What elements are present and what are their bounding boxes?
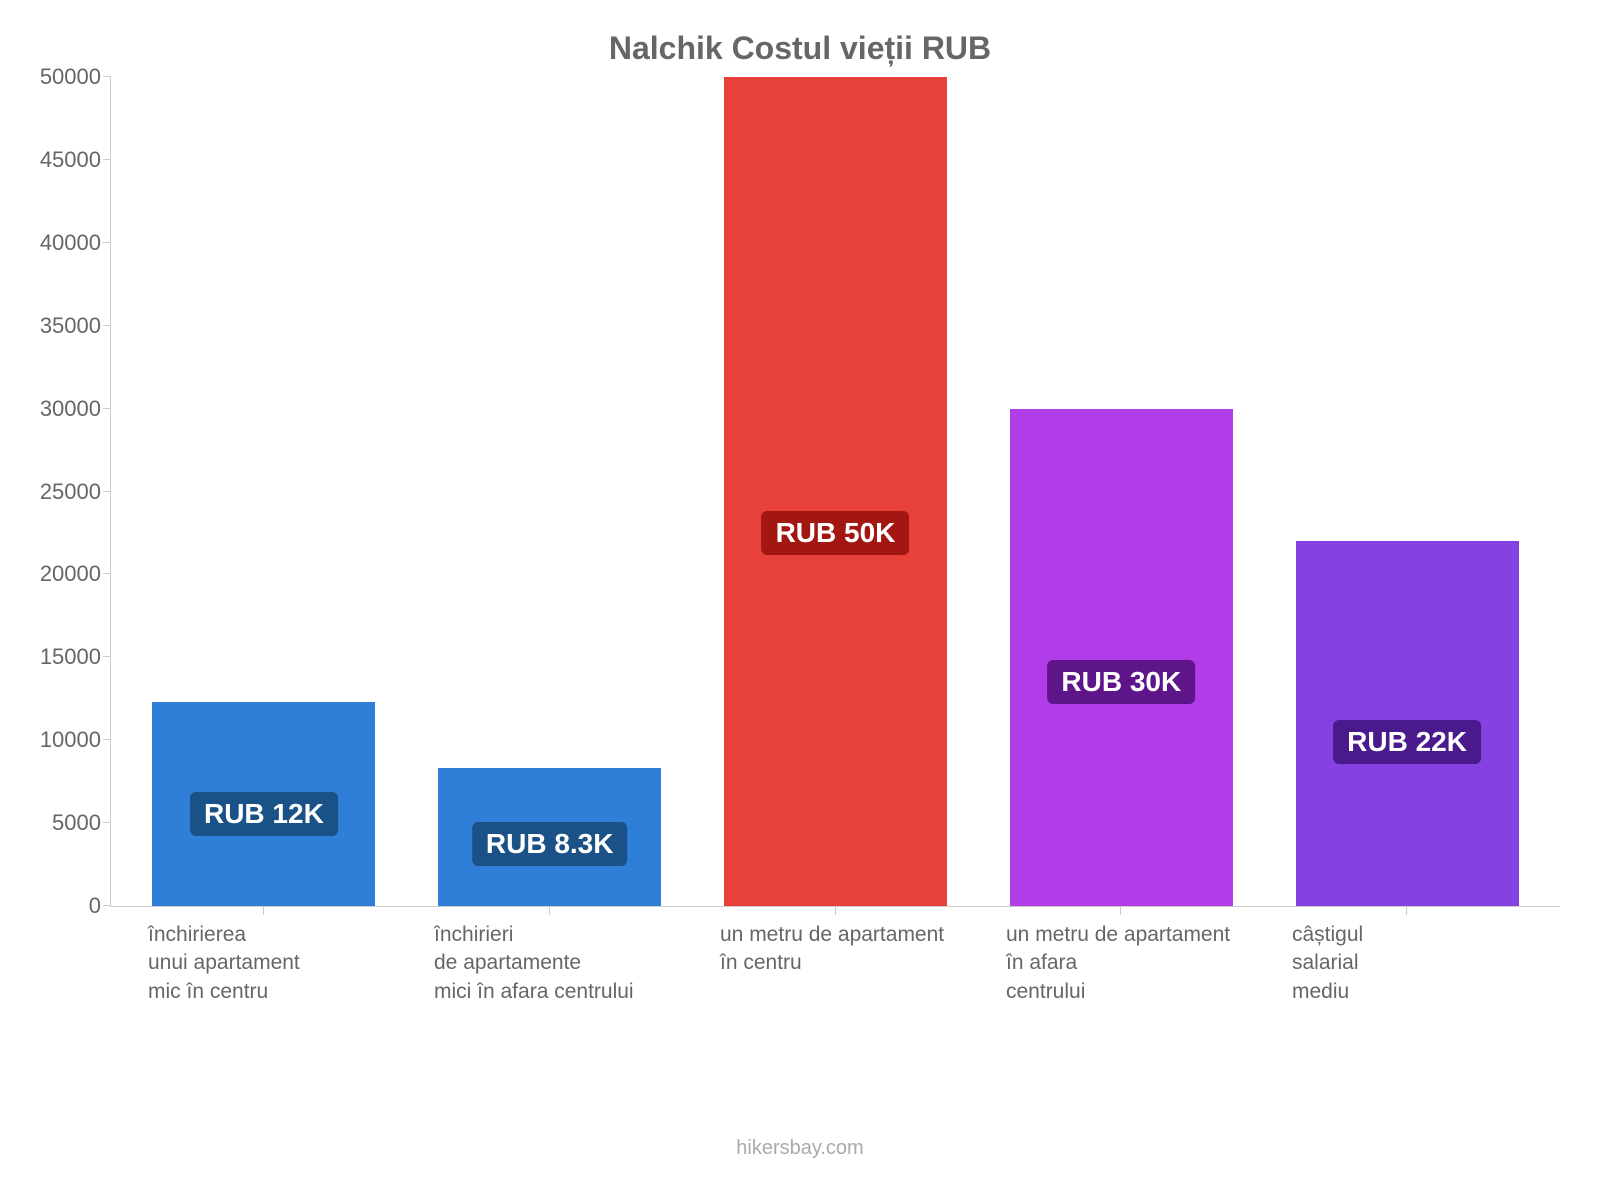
y-tick-label: 40000 [21, 230, 101, 256]
x-tick-mark [1120, 907, 1121, 915]
bar-slot: RUB 30K [978, 77, 1264, 906]
bar: RUB 50K [724, 77, 947, 906]
value-badge: RUB 50K [762, 511, 910, 555]
bar-slot: RUB 12K [121, 77, 407, 906]
y-tick-label: 15000 [21, 644, 101, 670]
bar-slot: RUB 8.3K [407, 77, 693, 906]
x-label-text: închirieri de apartamente mici în afara … [434, 921, 634, 1006]
x-label: închirierea unui apartament mic în centr… [120, 921, 406, 1006]
x-tick-mark [1406, 907, 1407, 915]
y-tick-mark [103, 656, 111, 657]
y-tick-mark [103, 408, 111, 409]
x-label-text: un metru de apartament în centru [720, 921, 944, 1006]
y-tick-mark [103, 573, 111, 574]
y-tick-mark [103, 325, 111, 326]
y-tick-mark [103, 905, 111, 906]
attribution-text: hikersbay.com [0, 1137, 1600, 1160]
y-tick-label: 0 [21, 893, 101, 919]
y-tick-label: 35000 [21, 313, 101, 339]
x-label-text: un metru de apartament în afara centrulu… [1006, 921, 1230, 1006]
y-tick-label: 10000 [21, 727, 101, 753]
bar: RUB 8.3K [438, 768, 661, 906]
bars-container: RUB 12K RUB 8.3K RUB 50K RUB 30K RUB 22K [111, 77, 1560, 906]
y-tick-mark [103, 76, 111, 77]
plot-area: RUB 12KRUB 8.3KRUB 50KRUB 30KRUB 22K 050… [110, 77, 1560, 907]
value-badge: RUB 22K [1333, 720, 1481, 764]
bar-slot: RUB 50K [693, 77, 979, 906]
x-label: închirieri de apartamente mici în afara … [406, 921, 692, 1006]
value-badge: RUB 8.3K [472, 822, 628, 866]
y-tick-label: 45000 [21, 147, 101, 173]
x-tick-mark [263, 907, 264, 915]
y-tick-mark [103, 242, 111, 243]
x-label: câștigul salarial mediu [1264, 921, 1550, 1006]
y-tick-mark [103, 822, 111, 823]
cost-of-living-chart: Nalchik Costul vieții RUB RUB 12K RUB 8.3… [0, 0, 1600, 1200]
x-label-text: închirierea unui apartament mic în centr… [148, 921, 300, 1006]
chart-title: Nalchik Costul vieții RUB [0, 30, 1600, 67]
x-label: un metru de apartament în afara centrulu… [978, 921, 1264, 1006]
x-tick-mark [835, 907, 836, 915]
y-tick-mark [103, 739, 111, 740]
y-tick-label: 5000 [21, 810, 101, 836]
x-label: un metru de apartament în centru [692, 921, 978, 1006]
x-axis: închirierea unui apartament mic în centr… [110, 921, 1560, 1006]
y-tick-mark [103, 159, 111, 160]
y-tick-label: 50000 [21, 64, 101, 90]
y-tick-label: 20000 [21, 561, 101, 587]
y-tick-label: 25000 [21, 479, 101, 505]
y-tick-mark [103, 491, 111, 492]
x-tick-mark [549, 907, 550, 915]
bar: RUB 22K [1296, 541, 1519, 906]
x-label-text: câștigul salarial mediu [1292, 921, 1363, 1006]
bar-slot: RUB 22K [1264, 77, 1550, 906]
value-badge: RUB 12K [190, 792, 338, 836]
bar: RUB 12K [152, 702, 375, 906]
value-badge: RUB 30K [1047, 660, 1195, 704]
y-tick-label: 30000 [21, 396, 101, 422]
bar: RUB 30K [1010, 409, 1233, 906]
